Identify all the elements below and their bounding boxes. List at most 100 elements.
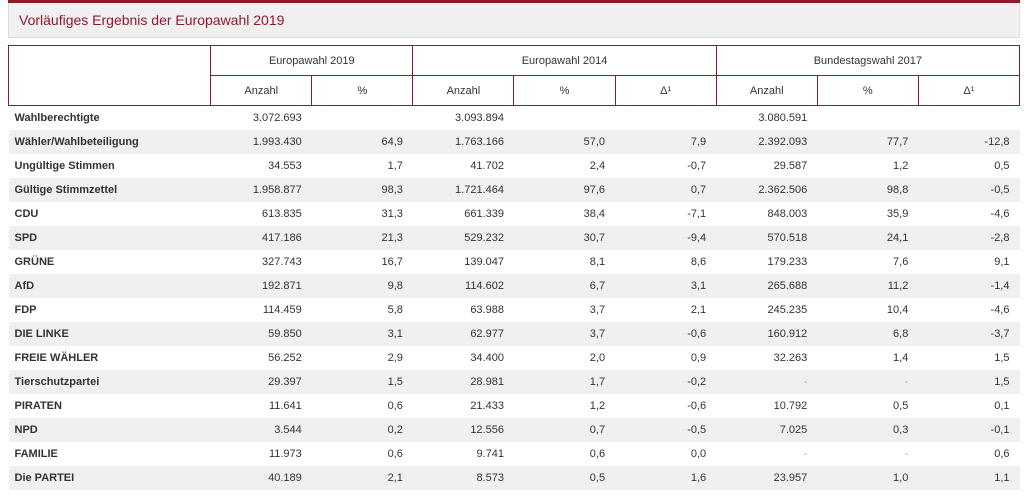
row-label-cell: PIRATEN: [14, 400, 62, 412]
row-label-cell: FREIE WÄHLER: [14, 352, 99, 364]
ew2019-percent-cell: 1,7: [387, 160, 403, 172]
btw2017-anzahl-cell: 2.362.506: [716, 178, 818, 202]
ew2014-percent-cell: 8,1: [589, 256, 606, 268]
ew2019-percent-cell: [312, 106, 413, 131]
ew2014-anzahl-cell: 41.702: [470, 160, 504, 172]
btw2017-delta-cell: 9,1: [994, 256, 1010, 268]
row-label-cell: Tierschutzpartei: [8, 370, 211, 394]
ew2014-delta-cell: 2,1: [690, 304, 707, 316]
group-header-ew2014: Europawahl 2014: [412, 45, 717, 76]
row-label-cell: Gültige Stimmzettel: [8, 178, 211, 202]
ew2019-percent-cell: 2,1: [311, 466, 413, 490]
ew2014-delta-cell: [615, 106, 716, 131]
ew2014-percent-cell: 97,6: [513, 178, 616, 202]
btw2017-anzahl-cell: -: [803, 448, 808, 460]
btw2017-delta-cell: -12,8: [918, 130, 1020, 154]
ew2014-percent-cell: 2,0: [589, 352, 606, 364]
btw2017-delta-cell: -3,7: [918, 322, 1020, 346]
ew2014-anzahl-cell: 9.741: [476, 448, 504, 460]
btw2017-anzahl-cell: -: [716, 370, 818, 394]
row-label-cell: Ungültige Stimmen: [14, 160, 115, 172]
subheader-delta: Δ¹: [614, 75, 717, 106]
ew2014-percent-cell: 30,7: [513, 226, 616, 250]
btw2017-delta-cell: -4,6: [990, 304, 1010, 316]
ew2014-percent-cell: 1,2: [589, 400, 606, 412]
table-row: Die PARTEI 40.189 2,1 8.573 0,5 1,6 23.957 1,0 1…: [8, 466, 1020, 490]
btw2017-delta-cell: 1,5: [994, 352, 1010, 364]
ew2019-anzahl-cell: 11.641: [268, 400, 302, 412]
subheader-anzahl: Anzahl: [210, 75, 312, 106]
btw2017-percent-cell: 24,1: [817, 226, 919, 250]
table-row: Ungültige Stimmen 34.553 1,7 41.702 2,4 -0,7 2…: [9, 154, 1020, 178]
btw2017-percent-cell: 1,2: [893, 160, 909, 172]
btw2017-anzahl-cell: 848.003: [767, 208, 808, 220]
ew2019-anzahl-cell: 34.553: [268, 160, 302, 172]
title-panel: Vorläufiges Ergebnis der Europawahl 2019: [8, 3, 1020, 38]
ew2014-anzahl-cell: 63.988: [470, 304, 504, 316]
ew2019-anzahl-cell: 59.850: [210, 322, 312, 346]
ew2014-delta-cell: 1,6: [615, 466, 717, 490]
ew2019-anzahl-cell: 3.544: [210, 418, 312, 442]
btw2017-anzahl-cell: 179.233: [767, 256, 808, 268]
btw2017-delta-cell: [918, 106, 1019, 131]
btw2017-anzahl-cell: 3.080.591: [758, 112, 808, 124]
row-label-cell: CDU: [14, 208, 39, 220]
ew2019-percent-cell: 21,3: [311, 226, 413, 250]
btw2017-delta-cell: 1,1: [918, 466, 1020, 490]
btw2017-delta-cell: -0,5: [918, 178, 1020, 202]
subheader-anzahl: Anzahl: [715, 75, 818, 106]
ew2019-anzahl-cell: 1.993.430: [210, 130, 312, 154]
btw2017-anzahl-cell: 7.025: [716, 418, 818, 442]
ew2014-delta-cell: 0,7: [615, 178, 717, 202]
btw2017-percent-cell: 98,8: [817, 178, 919, 202]
ew2019-anzahl-cell: 3.072.693: [252, 112, 302, 124]
btw2017-anzahl-cell: 2.392.093: [716, 130, 818, 154]
ew2014-percent-cell: 0,5: [513, 466, 616, 490]
ew2014-delta-cell: 3,1: [615, 274, 717, 298]
ew2019-anzahl-cell: 192.871: [210, 274, 312, 298]
ew2014-percent-cell: [514, 106, 615, 131]
ew2014-anzahl-cell: 1.763.166: [412, 130, 514, 154]
ew2019-anzahl-cell: 327.743: [262, 256, 302, 268]
ew2014-percent-cell: 57,0: [513, 130, 616, 154]
ew2014-anzahl-cell: 661.339: [464, 208, 504, 220]
btw2017-delta-cell: 0,1: [994, 400, 1010, 412]
ew2019-anzahl-cell: 29.397: [210, 370, 312, 394]
subheader-percent: %: [513, 75, 616, 106]
row-label-cell: FDP: [14, 304, 37, 316]
ew2014-percent-cell: 1,7: [513, 370, 616, 394]
btw2017-percent-cell: [817, 106, 918, 131]
row-label-cell: Wähler/Wahlbeteiligung: [8, 130, 211, 154]
ew2014-anzahl-cell: 62.977: [412, 322, 514, 346]
btw2017-delta-cell: -4,6: [990, 208, 1010, 220]
table-row: FDP 114.459 5,8 63.988 3,7 2,1 245.235 10,4 -4,6: [9, 298, 1020, 322]
ew2019-percent-cell: 98,3: [311, 178, 413, 202]
ew2014-anzahl-cell: 8.573: [412, 466, 514, 490]
ew2019-percent-cell: 0,6: [387, 448, 403, 460]
ew2014-percent-cell: 38,4: [583, 208, 606, 220]
ew2019-percent-cell: 5,8: [387, 304, 403, 316]
subheader-delta: Δ¹: [917, 75, 1021, 106]
table-row: Tierschutzpartei 29.397 1,5 28.981 1,7 -0,2- -…: [8, 370, 1020, 394]
ew2014-delta-cell: 8,6: [690, 256, 707, 268]
table-row: Gültige Stimmzettel 1.958.877 98,3 1.721.46…: [8, 178, 1020, 202]
btw2017-percent-cell: -: [817, 370, 919, 394]
btw2017-anzahl-cell: 32.263: [773, 352, 808, 364]
ew2019-percent-cell: 3,1: [311, 322, 413, 346]
ew2014-delta-cell: -0,6: [615, 322, 717, 346]
btw2017-delta-cell: -1,4: [918, 274, 1020, 298]
btw2017-anzahl-cell: 160.912: [716, 322, 818, 346]
ew2019-percent-cell: 2,9: [387, 352, 403, 364]
ew2014-anzahl-cell: 12.556: [412, 418, 514, 442]
ew2014-delta-cell: 0,9: [690, 352, 707, 364]
btw2017-anzahl-cell: 245.235: [767, 304, 808, 316]
btw2017-anzahl-cell: 10.792: [773, 400, 808, 412]
subheader-percent: %: [816, 75, 919, 106]
ew2019-anzahl-cell: 417.186: [210, 226, 312, 250]
btw2017-percent-cell: 1,0: [817, 466, 919, 490]
btw2017-delta-cell: 1,5: [918, 370, 1020, 394]
row-label-cell: Wahlberechtigte: [14, 112, 100, 124]
ew2014-anzahl-cell: 529.232: [412, 226, 514, 250]
ew2014-delta-cell: -0,2: [615, 370, 717, 394]
ew2014-delta-cell: -9,4: [615, 226, 717, 250]
